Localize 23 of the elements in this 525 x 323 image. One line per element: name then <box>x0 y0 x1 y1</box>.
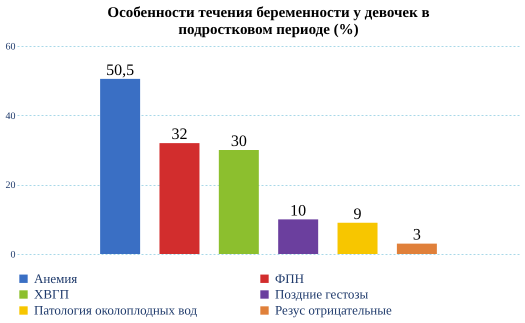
y-tick-label: 40 <box>6 110 16 122</box>
chart-title: Особенности течения беременности у девочек в подростковом периоде (%) <box>107 5 430 38</box>
data-label: 32 <box>171 126 188 144</box>
bar <box>159 143 200 254</box>
bar <box>396 244 437 254</box>
data-label: 30 <box>230 133 247 150</box>
bar <box>100 78 140 254</box>
bar <box>278 219 318 254</box>
legend-label: ФПН <box>275 270 304 286</box>
y-tick-label: 0 <box>10 250 16 260</box>
legend-label: Поздние гестозы <box>275 286 369 302</box>
data-label: 9 <box>354 206 362 223</box>
legend-label: Патология околоплодных вод <box>34 302 198 318</box>
y-tick-label: 20 <box>6 180 16 192</box>
bar <box>218 150 259 254</box>
data-label: 3 <box>412 226 421 244</box>
bar <box>338 222 378 254</box>
legend-label: Резус отрицательные <box>275 302 392 318</box>
y-tick-label: 60 <box>6 42 16 52</box>
data-label: 10 <box>290 202 306 220</box>
legend-label: Анемия <box>34 270 78 286</box>
data-label: 50,5 <box>106 62 134 79</box>
legend-label: ХВГП <box>34 286 69 302</box>
